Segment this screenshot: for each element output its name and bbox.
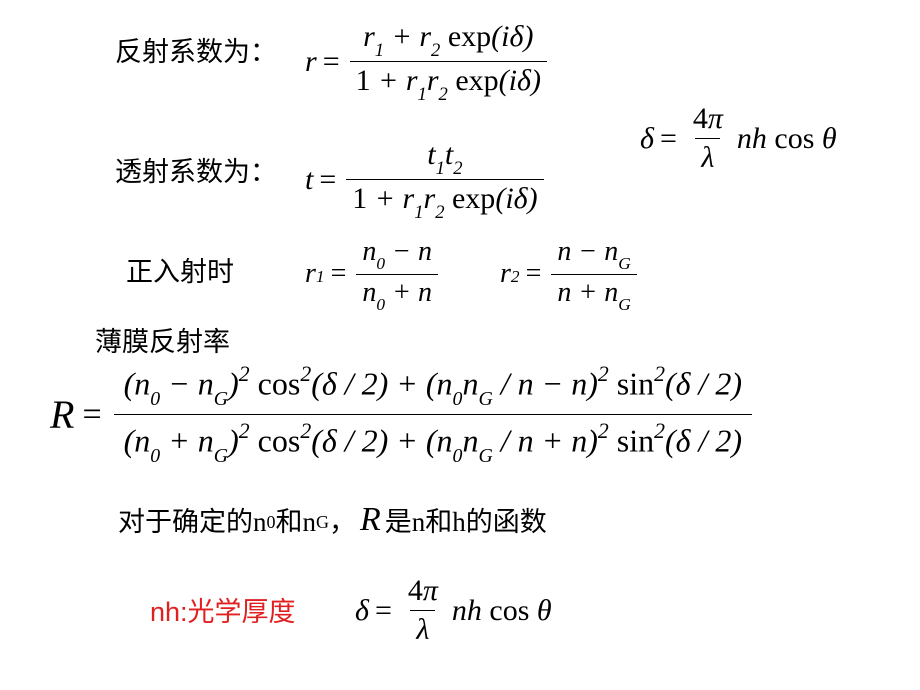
label-normal-incidence: 正入射时 xyxy=(126,250,234,289)
eq-t: t= t1t2 1 + r1r2 exp(iδ) xyxy=(305,136,548,223)
label-optical-thickness: nh:光学厚度 xyxy=(150,590,296,629)
eq-r1: r1= n0 − n n0 + n xyxy=(305,234,442,314)
eq-r: r= r1 + r2 exp(iδ) 1 + r1r2 exp(iδ) xyxy=(305,18,551,105)
eq-R: R= (n0 − nG)2 cos2(δ / 2) + (n0nG / n − … xyxy=(50,358,756,471)
eq-delta-2: δ= 4π λ nh cos θ xyxy=(355,572,552,649)
eq-delta-1: δ= 4π λ nh cos θ xyxy=(640,100,837,177)
label-film-reflectance: 薄膜反射率 xyxy=(95,320,230,359)
label-reflection: 反射系数为： xyxy=(115,30,277,69)
label-transmission: 透射系数为： xyxy=(115,150,277,189)
note-line: 对于确定的n 0 和n G ， R 是n和h的函数 xyxy=(118,500,547,539)
eq-r2: r2= n − nG n + nG xyxy=(500,234,641,314)
